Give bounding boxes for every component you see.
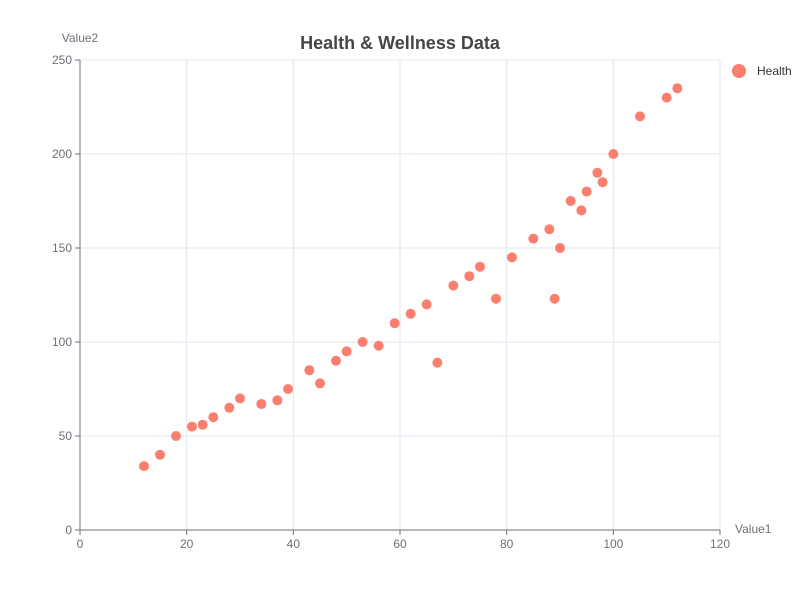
data-point[interactable]	[491, 293, 501, 304]
y-tick-label: 0	[65, 523, 72, 537]
data-point[interactable]	[576, 205, 587, 216]
data-point[interactable]	[208, 412, 219, 423]
y-tick-label: 200	[52, 147, 72, 161]
chart-title: Health & Wellness Data	[300, 33, 501, 53]
data-point[interactable]	[341, 346, 352, 357]
legend-marker	[732, 64, 746, 78]
data-point[interactable]	[421, 299, 432, 310]
x-tick-label: 40	[287, 537, 301, 551]
data-point[interactable]	[672, 83, 683, 94]
data-point[interactable]	[528, 233, 539, 244]
legend[interactable]: Health	[732, 64, 792, 78]
data-point[interactable]	[555, 243, 565, 253]
data-point[interactable]	[187, 421, 197, 432]
data-point[interactable]	[373, 340, 384, 351]
data-point[interactable]	[565, 196, 576, 206]
data-point[interactable]	[448, 280, 459, 291]
data-point[interactable]	[304, 365, 315, 376]
data-point[interactable]	[464, 271, 475, 282]
data-point[interactable]	[635, 111, 645, 122]
x-tick-label: 60	[393, 537, 407, 551]
x-tick-label: 80	[500, 537, 514, 551]
data-point[interactable]	[549, 293, 560, 304]
y-tick-label: 250	[52, 53, 72, 67]
data-point[interactable]	[405, 308, 416, 319]
grid	[80, 59, 721, 530]
data-point[interactable]	[608, 149, 619, 159]
x-axis-label: Value1	[735, 522, 772, 536]
data-point[interactable]	[283, 384, 293, 394]
data-point[interactable]	[389, 318, 400, 329]
data-point[interactable]	[544, 224, 555, 235]
x-tick-label: 100	[603, 537, 623, 551]
data-point[interactable]	[315, 378, 325, 389]
axes: 0 20 40 60 80 100 120 0 50 100 150 200 250	[52, 53, 730, 551]
data-point[interactable]	[475, 261, 485, 272]
data-point[interactable]	[357, 337, 368, 347]
x-tick-label: 0	[77, 537, 84, 551]
data-point[interactable]	[155, 449, 165, 460]
data-point[interactable]	[256, 399, 267, 410]
y-axis-label: Value2	[62, 31, 99, 45]
x-tick-label: 20	[180, 537, 194, 551]
data-point[interactable]	[272, 395, 283, 406]
data-point[interactable]	[139, 461, 149, 472]
data-point[interactable]	[581, 186, 592, 197]
data-point[interactable]	[331, 355, 341, 366]
y-tick-label: 100	[52, 335, 72, 349]
data-point[interactable]	[235, 393, 245, 404]
data-point[interactable]	[597, 177, 608, 188]
legend-label: Health	[757, 64, 792, 78]
data-point[interactable]	[661, 92, 672, 103]
data-points	[139, 83, 683, 472]
data-point[interactable]	[171, 431, 181, 441]
data-point[interactable]	[507, 252, 517, 263]
y-tick-label: 50	[59, 429, 73, 443]
data-point[interactable]	[432, 357, 443, 368]
x-tick-label: 120	[710, 537, 730, 551]
data-point[interactable]	[224, 402, 235, 413]
data-point[interactable]	[197, 419, 208, 430]
data-point[interactable]	[592, 167, 603, 178]
y-tick-label: 150	[52, 241, 72, 255]
